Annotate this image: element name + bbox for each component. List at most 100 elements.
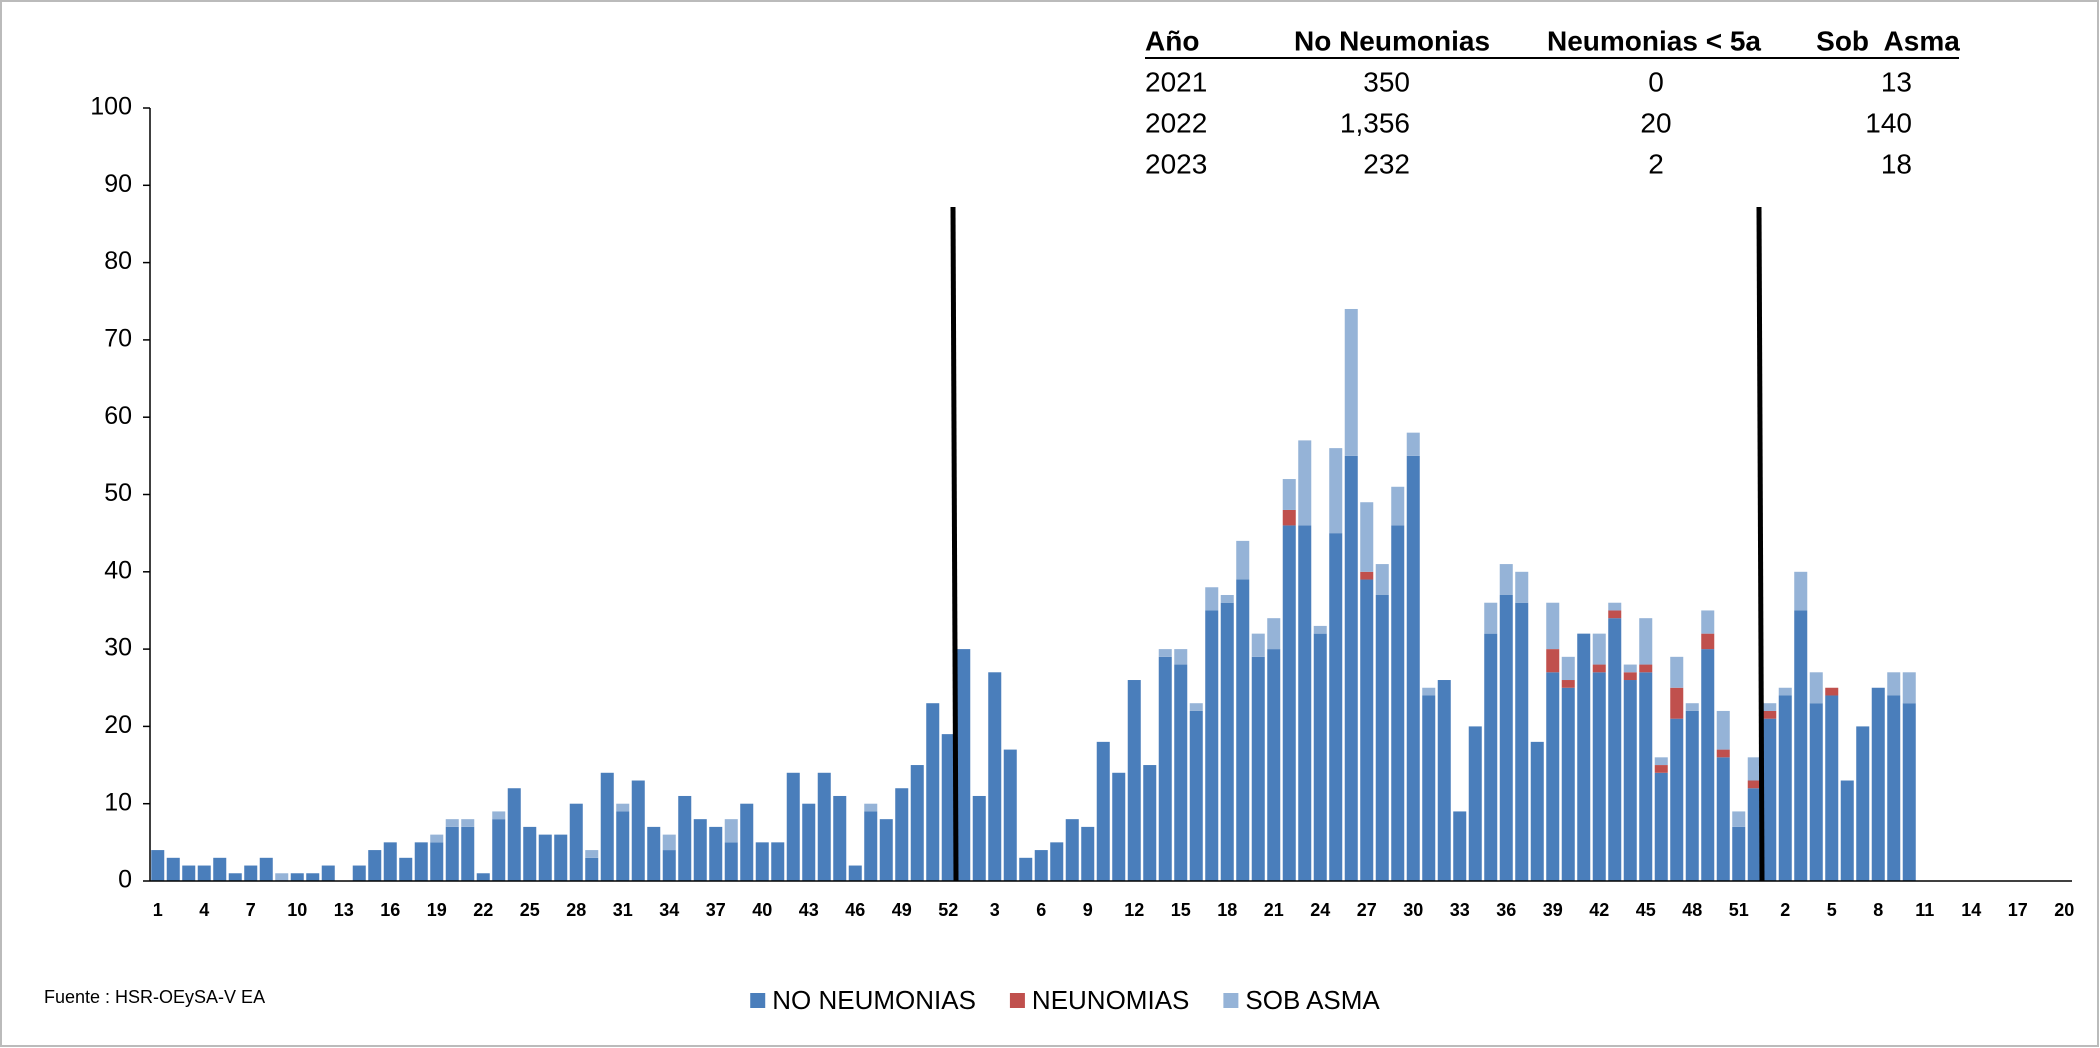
legend-label: NEUNOMIAS [1032,985,1189,1015]
bar-segment [1034,850,1048,881]
bar-segment [430,842,444,881]
x-tick-label: 20 [2054,900,2074,920]
bar-segment [1747,780,1761,789]
x-tick-label: 10 [287,900,307,920]
x-tick-label: 3 [990,900,1000,920]
bar-segment [1887,695,1901,881]
bar-segment [1778,687,1792,696]
bar-segment [1251,656,1265,881]
bar-segment [1468,726,1482,881]
x-tick-label: 45 [1636,900,1656,920]
bar-segment [182,865,196,881]
bar-segment [1360,571,1374,580]
y-tick-label: 80 [104,247,132,275]
table-cell: 232 [1363,148,1410,179]
x-tick-label: 49 [892,900,912,920]
bar-segment [275,873,289,881]
bar-segment [290,873,304,881]
bar-segment [1174,664,1188,881]
bar-segment [445,826,459,881]
table-header: Sob Asma [1816,25,1960,56]
legend-label: SOB ASMA [1245,985,1380,1015]
bar-segment [1406,455,1420,881]
bar-segment [1251,633,1265,657]
bar-segment [957,649,971,881]
table-cell: 2021 [1145,66,1207,97]
bar-segment [507,788,521,881]
bar-segment [1344,455,1358,881]
bar-segment [1685,703,1699,711]
bar-segment [1050,842,1064,881]
bar-segment [833,795,847,881]
bar-segment [1701,610,1715,634]
bar-segment [1515,571,1529,603]
x-tick-label: 15 [1171,900,1191,920]
bar-segment [1282,525,1296,881]
bar-segment [1096,741,1110,881]
bar-segment [1422,695,1436,881]
bar-segment [724,819,738,843]
bar-segment [1670,718,1684,881]
bar-segment [1406,432,1420,456]
bar-segment [1158,656,1172,881]
bar-segment [244,865,258,881]
bar-segment [1422,687,1436,696]
bar-segment [352,865,366,881]
bar-segment [678,795,692,881]
x-tick-label: 31 [613,900,633,920]
x-tick-label: 12 [1124,900,1144,920]
bar-segment [662,850,676,881]
bar-segment [1360,502,1374,572]
bar-segment [817,772,831,881]
bar-segment [1763,718,1777,881]
bar-segment [1871,687,1885,881]
bar-segment [1267,649,1281,881]
bar-segment [1639,618,1653,665]
y-tick-label: 40 [104,556,132,584]
bar-segment [616,803,630,812]
bar-segment [554,834,568,881]
bar-segment [197,865,211,881]
table-cell: 20 [1640,107,1671,138]
bar-segment [600,772,614,881]
x-tick-label: 33 [1450,900,1470,920]
bar-segment [1716,710,1730,750]
bar-segment [1716,757,1730,881]
bar-segment [414,842,428,881]
bar-segment [1623,680,1637,881]
x-tick-label: 16 [380,900,400,920]
bar-segment [1158,649,1172,657]
bar-segment [1825,687,1839,696]
bar-segment [383,842,397,881]
bar-segment [1732,826,1746,881]
bar-segment [802,803,816,881]
x-tick-label: 42 [1589,900,1609,920]
bar-segment [1701,633,1715,650]
bar-segment [1623,672,1637,681]
bar-segment [1623,664,1637,673]
bar-segment [1763,703,1777,711]
bar-segment [569,803,583,881]
bar-segment [1794,571,1808,611]
bar-segment [321,865,335,881]
x-tick-label: 28 [566,900,586,920]
bar-segment [1608,602,1622,611]
bar-segment [1809,672,1823,704]
table-cell: 13 [1881,66,1912,97]
x-tick-label: 34 [659,900,679,920]
bar-segment [1003,749,1017,881]
bar-segment [1019,857,1033,881]
bar-segment [988,672,1002,881]
legend-label: NO NEUMONIAS [772,985,976,1015]
bar-segment [1608,610,1622,619]
bar-segment [1189,703,1203,711]
bar-segment [585,850,599,858]
bar-segment [1437,680,1451,881]
x-tick-label: 40 [752,900,772,920]
bar-segment [1809,703,1823,881]
bar-segment [1189,710,1203,881]
y-tick-label: 50 [104,479,132,507]
x-tick-label: 5 [1827,900,1837,920]
